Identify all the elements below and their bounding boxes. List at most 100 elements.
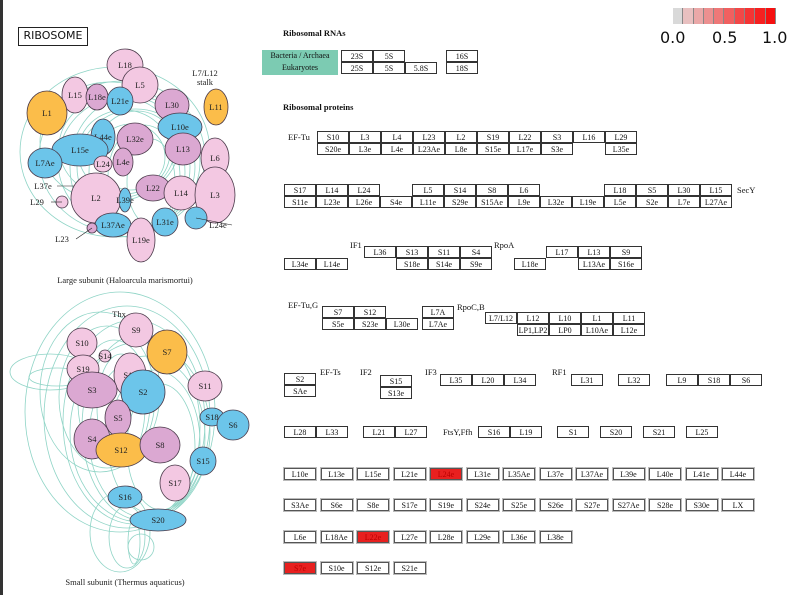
gene-box-l17[interactable]: L17 (546, 246, 578, 258)
gene-box-l7a[interactable]: L7A (422, 306, 454, 318)
gene-box-s10e[interactable]: S10e (320, 562, 353, 574)
gene-box-l11e[interactable]: L11e (412, 196, 444, 208)
gene-box-l32[interactable]: L32 (618, 374, 650, 386)
gene-box-l17e[interactable]: L17e (509, 143, 541, 155)
gene-box-l22e[interactable]: L22e (357, 531, 389, 543)
gene-box-l33[interactable]: L33 (316, 426, 348, 438)
gene-box-s28e[interactable]: S28e (649, 499, 681, 511)
gene-box-s9e[interactable]: S9e (460, 258, 492, 270)
gene-box-l38e[interactable]: L38e (539, 531, 572, 543)
gene-box-l21[interactable]: L21 (363, 426, 395, 438)
gene-box-l18ae[interactable]: L18Ae (320, 531, 353, 543)
gene-box-l19e[interactable]: L19e (572, 196, 604, 208)
gene-box-l24e[interactable]: L24e (430, 468, 462, 480)
gene-box-l34[interactable]: L34 (504, 374, 536, 386)
gene-box-l29e[interactable]: L29e (466, 531, 499, 543)
gene-box-s1[interactable]: S1 (557, 426, 589, 438)
gene-box-s14[interactable]: S14 (444, 184, 476, 196)
gene-box-l13ae[interactable]: L13Ae (578, 258, 610, 270)
gene-box-s27ae[interactable]: S27Ae (612, 499, 645, 511)
gene-box-l23[interactable]: L23 (413, 131, 445, 143)
gene-box-l2[interactable]: L2 (445, 131, 477, 143)
gene-box-l35[interactable]: L35 (440, 374, 472, 386)
gene-box-s29e[interactable]: S29e (444, 196, 476, 208)
gene-box-l12[interactable]: L12 (517, 312, 549, 324)
gene-box-l31[interactable]: L31 (571, 374, 603, 386)
gene-box-5s[interactable]: 5S (373, 50, 405, 62)
gene-box-l44e[interactable]: L44e (722, 468, 754, 480)
gene-box-l41e[interactable]: L41e (685, 468, 718, 480)
gene-box-l29[interactable]: L29 (605, 131, 637, 143)
gene-box-s2e[interactable]: S2e (636, 196, 668, 208)
gene-box-s7e[interactable]: S7e (284, 562, 316, 574)
gene-box-s15ae[interactable]: S15Ae (476, 196, 508, 208)
gene-box-l7e[interactable]: L7e (668, 196, 700, 208)
gene-box-s20[interactable]: S20 (600, 426, 632, 438)
gene-box-l1[interactable]: L1 (581, 312, 613, 324)
gene-box-s11e[interactable]: S11e (284, 196, 316, 208)
gene-box-l36e[interactable]: L36e (503, 531, 535, 543)
gene-box-5s[interactable]: 5S (373, 62, 405, 74)
gene-box-s8[interactable]: S8 (476, 184, 508, 196)
gene-box-s26e[interactable]: S26e (539, 499, 572, 511)
gene-box-l5[interactable]: L5 (412, 184, 444, 196)
gene-box-s4[interactable]: S4 (460, 246, 492, 258)
gene-box-l36[interactable]: L36 (364, 246, 396, 258)
gene-box-s6[interactable]: S6 (730, 374, 762, 386)
gene-box-l39e[interactable]: L39e (612, 468, 645, 480)
gene-box-l22[interactable]: L22 (509, 131, 541, 143)
gene-box-l15[interactable]: L15 (700, 184, 732, 196)
gene-box-l27[interactable]: L27 (395, 426, 427, 438)
gene-box-s15e[interactable]: S15e (477, 143, 509, 155)
gene-box-l6e[interactable]: L6e (284, 531, 316, 543)
gene-box-s16[interactable]: S16 (478, 426, 510, 438)
gene-box-l23ae[interactable]: L23Ae (413, 143, 445, 155)
gene-box-s23e[interactable]: S23e (354, 318, 386, 330)
gene-box-l8e[interactable]: L8e (445, 143, 477, 155)
gene-box-l28e[interactable]: L28e (430, 531, 462, 543)
gene-box-s4e[interactable]: S4e (380, 196, 412, 208)
gene-box-l16[interactable]: L16 (573, 131, 605, 143)
gene-box-s18e[interactable]: S18e (396, 258, 428, 270)
gene-box-l7ae[interactable]: L7Ae (422, 318, 454, 330)
gene-box-l3[interactable]: L3 (349, 131, 381, 143)
gene-box-l13[interactable]: L13 (578, 246, 610, 258)
gene-box-l11[interactable]: L11 (613, 312, 645, 324)
gene-box-s13[interactable]: S13 (396, 246, 428, 258)
gene-box-l30e[interactable]: L30e (386, 318, 418, 330)
gene-box-l25[interactable]: L25 (686, 426, 718, 438)
gene-box-s19[interactable]: S19 (477, 131, 509, 143)
gene-box-l14e[interactable]: L14e (316, 258, 348, 270)
gene-box-s6e[interactable]: S6e (320, 499, 353, 511)
gene-box-s12[interactable]: S12 (354, 306, 386, 318)
gene-box-s3e[interactable]: S3e (541, 143, 573, 155)
gene-box-l9e[interactable]: L9e (508, 196, 540, 208)
gene-box-s17[interactable]: S17 (284, 184, 316, 196)
gene-box-s3ae[interactable]: S3Ae (284, 499, 316, 511)
gene-box-s14e[interactable]: S14e (428, 258, 460, 270)
gene-box-s8e[interactable]: S8e (357, 499, 389, 511)
gene-box-s21e[interactable]: S21e (393, 562, 426, 574)
gene-box-s9[interactable]: S9 (610, 246, 642, 258)
gene-box-l7-l12[interactable]: L7/L12 (485, 312, 517, 324)
gene-box-s13e[interactable]: S13e (380, 387, 412, 399)
gene-box-lx[interactable]: LX (722, 499, 754, 511)
gene-box-l23e[interactable]: L23e (316, 196, 348, 208)
gene-box-l18[interactable]: L18 (604, 184, 636, 196)
gene-box-l14[interactable]: L14 (316, 184, 348, 196)
gene-box-s24e[interactable]: S24e (466, 499, 499, 511)
gene-box-l10[interactable]: L10 (549, 312, 581, 324)
gene-box-s7[interactable]: S7 (322, 306, 354, 318)
gene-box-s11[interactable]: S11 (428, 246, 460, 258)
gene-box-18s[interactable]: 18S (446, 62, 478, 74)
gene-box-l18e[interactable]: L18e (514, 258, 546, 270)
gene-box-s17e[interactable]: S17e (393, 499, 426, 511)
gene-box-l31e[interactable]: L31e (466, 468, 499, 480)
gene-box-s16e[interactable]: S16e (610, 258, 642, 270)
gene-box-l37e[interactable]: L37e (539, 468, 572, 480)
gene-box-lp0[interactable]: LP0 (549, 324, 581, 336)
gene-box-l37ae[interactable]: L37Ae (576, 468, 608, 480)
gene-box-s25e[interactable]: S25e (503, 499, 535, 511)
gene-box-l27e[interactable]: L27e (393, 531, 426, 543)
gene-box-23s[interactable]: 23S (341, 50, 373, 62)
